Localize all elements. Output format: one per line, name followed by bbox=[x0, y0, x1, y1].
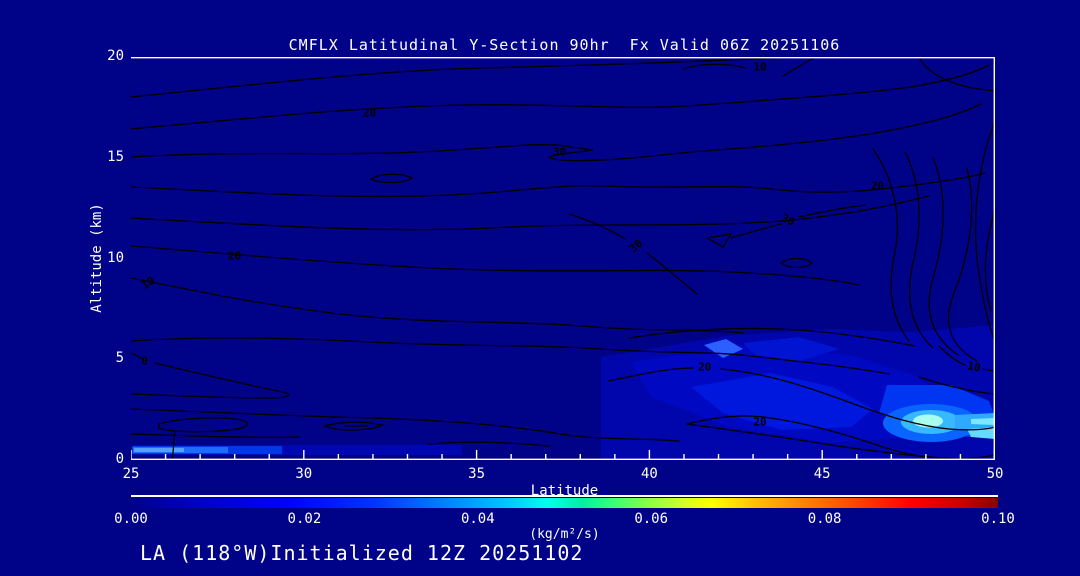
x-tick-label: 50 bbox=[986, 466, 1004, 482]
chart-title: CMFLX Latitudinal Y-Section 90hr Fx Vali… bbox=[288, 36, 841, 54]
contour-plot: 20 30 10 20 30 30 20 10 0 20 10 20 bbox=[131, 57, 995, 460]
axis-frame bbox=[131, 57, 995, 460]
contour-level-label: 0 bbox=[141, 354, 149, 368]
colorbar-tick-label: 0.04 bbox=[460, 511, 495, 527]
x-tick-label: 40 bbox=[640, 466, 658, 482]
contour-level-label: 20 bbox=[753, 415, 767, 429]
colorbar-tick-label: 0.02 bbox=[287, 511, 322, 527]
contour-level-label: 20 bbox=[362, 106, 377, 120]
y-tick-label: 5 bbox=[115, 350, 124, 367]
contour-plot-canvas bbox=[131, 57, 995, 460]
contour-level-label: 10 bbox=[966, 359, 983, 376]
filled-contour-shading bbox=[132, 325, 995, 460]
colorbar-top-line bbox=[131, 495, 998, 497]
x-tick-label: 45 bbox=[813, 466, 831, 482]
colorbar-tick-label: 0.06 bbox=[634, 511, 669, 527]
contour-level-label: 20 bbox=[870, 179, 885, 193]
x-tick-label: 25 bbox=[122, 466, 140, 482]
colorbar-gradient bbox=[131, 498, 998, 508]
y-tick-label: 0 bbox=[115, 451, 124, 467]
colorbar-tick-label: 0.10 bbox=[981, 511, 1015, 527]
colorbar-units-label: (kg/m²/s) bbox=[529, 527, 600, 542]
x-tick-label: 35 bbox=[468, 466, 486, 482]
contour-level-label: 30 bbox=[552, 145, 567, 159]
y-tick-label: 15 bbox=[107, 148, 124, 165]
colorbar-tick-label: 0.08 bbox=[807, 511, 842, 527]
colorbar-tick-label: 0.00 bbox=[114, 511, 148, 527]
x-tick-label: 30 bbox=[295, 466, 313, 482]
y-tick-label: 10 bbox=[107, 249, 124, 266]
initialization-annotation: LA (118°W)Initialized 12Z 20251102 bbox=[140, 541, 584, 565]
contour-level-label: 20 bbox=[698, 360, 712, 374]
y-tick-label: 20 bbox=[107, 48, 124, 64]
contour-level-label: 20 bbox=[228, 249, 242, 263]
contour-level-label: 10 bbox=[753, 60, 767, 74]
contour-lines bbox=[131, 57, 995, 460]
